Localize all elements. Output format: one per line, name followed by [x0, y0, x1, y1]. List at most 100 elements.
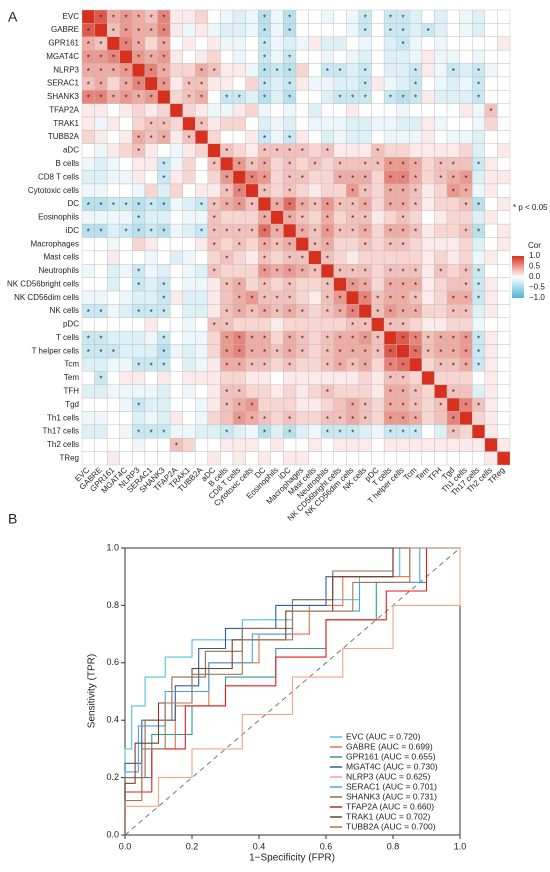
heat-cell	[207, 23, 221, 37]
significance-star: *	[464, 268, 467, 277]
significance-star: *	[364, 161, 367, 170]
significance-star: *	[338, 428, 341, 437]
heat-cell	[497, 250, 511, 265]
significance-star: *	[439, 174, 442, 183]
significance-star: *	[313, 201, 316, 210]
heat-cell	[220, 210, 234, 225]
heat-cell	[270, 183, 284, 198]
heat-cell	[421, 223, 435, 238]
significance-star: *	[263, 27, 266, 36]
significance-star: *	[200, 228, 203, 237]
significance-star: *	[225, 348, 228, 357]
heat-cell	[371, 451, 385, 466]
colorbar-title: Cor	[528, 241, 541, 250]
significance-star: *	[124, 67, 127, 76]
heat-cell	[270, 36, 284, 51]
row-label: Th2 cells	[47, 440, 79, 449]
heat-cell	[396, 130, 410, 145]
heat-cell	[371, 183, 385, 198]
significance-star: *	[288, 13, 291, 22]
heat-cell	[421, 357, 435, 372]
heat-cell	[182, 170, 196, 185]
heat-cell	[207, 304, 221, 318]
significance-star: *	[452, 388, 455, 397]
significance-star: *	[389, 321, 392, 330]
heat-cell	[182, 223, 196, 238]
heat-cell	[270, 9, 284, 24]
heat-cell	[346, 371, 360, 385]
heat-cell	[182, 157, 196, 171]
heat-cell	[421, 277, 435, 292]
heat-cell	[132, 290, 146, 305]
significance-star: *	[150, 134, 153, 143]
heat-cell	[308, 36, 322, 51]
significance-star: *	[112, 348, 115, 357]
significance-star: *	[200, 67, 203, 76]
heat-cell	[320, 130, 334, 145]
heat-cell	[421, 157, 435, 171]
significance-star: *	[414, 187, 417, 196]
heat-cell	[333, 183, 347, 198]
significance-star: *	[225, 174, 228, 183]
significance-star: *	[326, 147, 329, 156]
significance-star: *	[250, 415, 253, 424]
heat-cell	[283, 371, 297, 385]
heat-cell	[119, 130, 133, 145]
significance-star: *	[162, 335, 165, 344]
significance-star: *	[225, 428, 228, 437]
heat-cell	[308, 277, 322, 292]
significance-star: *	[288, 54, 291, 63]
heat-cell	[346, 157, 360, 171]
heat-cell	[169, 170, 183, 185]
heat-cell	[308, 49, 322, 64]
heat-cell	[358, 304, 372, 318]
heat-cell	[132, 237, 146, 252]
heat-cell	[182, 357, 196, 372]
heat-cell	[295, 397, 309, 412]
heat-cell	[195, 411, 209, 426]
heat-cell	[81, 143, 95, 158]
heat-cell	[421, 304, 435, 318]
heat-cell	[295, 23, 309, 37]
significance-star: *	[225, 187, 228, 196]
heat-cell	[333, 103, 347, 118]
heat-cell	[320, 438, 334, 452]
significance-star: *	[288, 254, 291, 263]
heat-cell	[106, 277, 120, 292]
significance-star: *	[301, 147, 304, 156]
heat-cell	[434, 103, 448, 118]
significance-star: *	[263, 54, 266, 63]
heat-cell	[81, 357, 95, 372]
heat-cell	[195, 397, 209, 412]
heat-cell	[497, 36, 511, 51]
heat-cell	[81, 103, 95, 118]
significance-star: *	[364, 415, 367, 424]
significance-star: *	[276, 294, 279, 303]
x-tick-label: 0.4	[253, 841, 266, 851]
significance-star: *	[414, 294, 417, 303]
significance-star: *	[414, 228, 417, 237]
significance-star: *	[225, 147, 228, 156]
heat-cell	[207, 344, 221, 359]
heat-cell	[333, 9, 347, 24]
significance-star: *	[150, 13, 153, 22]
heat-cell	[144, 330, 158, 345]
significance-star: *	[162, 294, 165, 303]
heat-cell	[371, 170, 385, 185]
heat-cell	[421, 438, 435, 452]
heat-cell	[371, 397, 385, 412]
heat-cell	[484, 250, 498, 265]
heat-cell	[421, 76, 435, 91]
heat-cell	[446, 210, 460, 225]
heat-cell	[446, 23, 460, 37]
significance-star: *	[389, 13, 392, 22]
heat-cell	[459, 116, 473, 131]
significance-star: *	[162, 428, 165, 437]
heat-cell	[245, 103, 259, 118]
row-label: Tcm	[64, 360, 79, 369]
significance-star: *	[288, 80, 291, 89]
significance-star: *	[87, 94, 90, 103]
heat-cell	[119, 49, 133, 64]
heat-cell	[106, 36, 120, 51]
colorbar-tick-label: 0.5	[529, 262, 541, 271]
